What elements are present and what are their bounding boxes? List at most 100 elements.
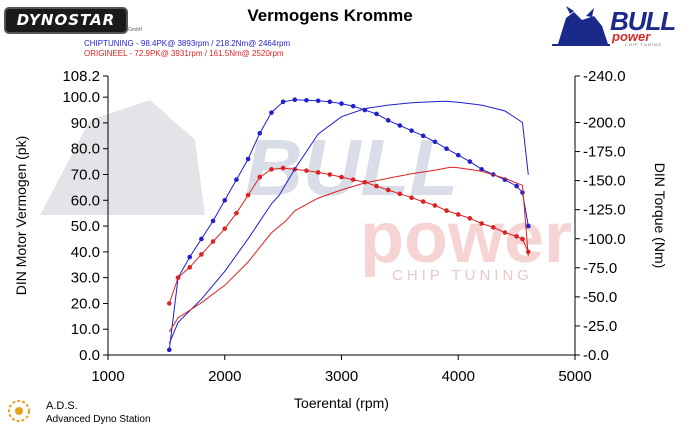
x-tick-label: 4000	[442, 368, 475, 385]
y-tick-label-right: -125.0	[583, 202, 626, 219]
origineel-power-point	[210, 239, 216, 244]
y-tick-label-left: 20.0	[71, 295, 100, 312]
chiptuning-power-point	[385, 118, 391, 123]
origineel-power-point	[350, 177, 356, 182]
y-tick-label-left: 80.0	[71, 141, 100, 158]
y-tick-label-left: 40.0	[71, 244, 100, 261]
chiptuning-power-point	[350, 103, 356, 109]
chiptuning-power-point	[199, 236, 204, 242]
chiptuning-power-point	[292, 97, 298, 103]
watermark-chip-text: CHIP TUNING	[392, 267, 533, 284]
origineel-power-point	[467, 216, 473, 221]
y-axis-title-left: DIN Motor Vermogen (pk)	[13, 136, 29, 296]
chiptuning-power-point	[269, 110, 274, 115]
bull-logo-power: power	[612, 29, 651, 44]
origineel-power-point	[444, 208, 449, 213]
x-axis-title: Toerental (rpm)	[294, 395, 389, 411]
chiptuning-power-point	[257, 130, 263, 136]
chiptuning-power-point	[280, 99, 286, 105]
origineel-torque-line	[168, 166, 529, 333]
origineel-power-point	[257, 174, 263, 180]
origineel-power-point	[432, 203, 438, 208]
origineel-power-point	[166, 301, 172, 306]
tick-labels: 0.0 10.0 20.0 30.0 40.0 50.0 60.0 70.0 80.0 90.0 1…	[13, 68, 668, 411]
y-tick-label-right: -50.0	[583, 289, 617, 306]
y-tick-label-right: -175.0	[583, 144, 626, 161]
chiptuning-power-point	[315, 98, 321, 104]
origineel-power-point	[280, 165, 286, 171]
dynostar-logo-sub: GmbH	[128, 27, 143, 33]
y-tick-label-left: 100.0	[62, 89, 100, 106]
y-tick-label-left: 0.0	[79, 347, 100, 364]
chart-title: Vermogens Kromme	[247, 6, 413, 25]
chiptuning-power-point	[409, 128, 414, 133]
chiptuning-power-point	[397, 123, 403, 128]
y-axis-title-right: DIN Torque (Nm)	[652, 163, 668, 269]
y-tick-label-left: 30.0	[71, 270, 100, 287]
origineel-power-point	[222, 226, 228, 231]
watermark-bull-icon	[40, 100, 205, 215]
chiptuning-power-point	[444, 146, 449, 152]
chiptuning-power-point	[526, 223, 531, 229]
legend-chiptuning: CHIPTUNING - 98.4PK@ 3893rpm / 218.2Nm@ …	[84, 39, 291, 48]
ads-logo-icon	[8, 400, 30, 422]
origineel-power-point	[514, 234, 519, 239]
watermark-power-text: power	[360, 198, 572, 278]
chiptuning-power-point	[222, 197, 228, 203]
y-tick-label-right: -75.0	[583, 260, 617, 277]
chiptuning-power-point	[187, 254, 193, 260]
origineel-power-point	[502, 230, 508, 235]
y-tick-label-left: 108.2	[62, 68, 100, 85]
x-tick-label: 1000	[91, 368, 124, 385]
legend-origineel: ORIGINEEL - 72.9PK@ 3931rpm / 161.5Nm@ 2…	[84, 49, 284, 58]
ads-subtitle: Advanced Dyno Station	[46, 414, 151, 425]
origineel-power-point	[304, 168, 309, 173]
origineel-power-point	[385, 187, 391, 193]
chiptuning-power-point	[234, 177, 239, 182]
chiptuning-power-point	[479, 167, 484, 172]
origineel-power-point	[234, 210, 239, 216]
y-tick-label-right: -200.0	[583, 115, 626, 132]
chiptuning-power-point	[514, 183, 519, 189]
bull-logo-icon	[552, 6, 610, 46]
x-tick-label: 5000	[558, 368, 591, 385]
origineel-power-point	[199, 252, 204, 257]
chiptuning-power-point	[327, 99, 333, 105]
chiptuning-power-point	[467, 159, 473, 164]
origineel-power-point	[175, 275, 181, 280]
origineel-power-point	[455, 212, 461, 217]
y-tick-label-right: -100.0	[583, 231, 626, 248]
y-tick-label-right: -0.0	[583, 347, 609, 364]
origineel-power-point	[339, 174, 344, 180]
chiptuning-torque-line	[168, 100, 529, 344]
ads-title: A.D.S.	[46, 400, 78, 412]
origineel-power-point	[327, 172, 333, 177]
y-tick-label-right: -150.0	[583, 173, 626, 190]
chiptuning-power-point	[455, 152, 461, 158]
origineel-power-point	[374, 183, 379, 189]
origineel-power-point	[490, 225, 496, 230]
chiptuning-power-point	[304, 97, 309, 103]
chiptuning-power-point	[166, 347, 172, 353]
origineel-power-point	[245, 192, 251, 198]
origineel-power-point	[315, 170, 321, 175]
chiptuning-power-point	[210, 218, 216, 224]
bull-logo-word: BULL	[610, 6, 676, 36]
series-group	[166, 97, 531, 353]
chiptuning-power-point	[245, 156, 251, 162]
y-tick-label-right: -25.0	[583, 318, 617, 335]
chiptuning-power-point	[432, 139, 438, 145]
y-tick-label-right: -240.0	[583, 68, 626, 85]
chiptuning-power-point	[420, 133, 426, 139]
origineel-power-point	[409, 195, 414, 201]
y-tick-label-left: 90.0	[71, 115, 100, 132]
origineel-power-point	[520, 236, 525, 242]
chiptuning-power-point	[339, 101, 344, 106]
origineel-power-point	[479, 221, 484, 226]
x-tick-label: 2000	[208, 368, 241, 385]
origineel-power-point	[187, 265, 193, 270]
origineel-power-point	[397, 191, 403, 197]
y-tick-label-left: 50.0	[71, 218, 100, 235]
